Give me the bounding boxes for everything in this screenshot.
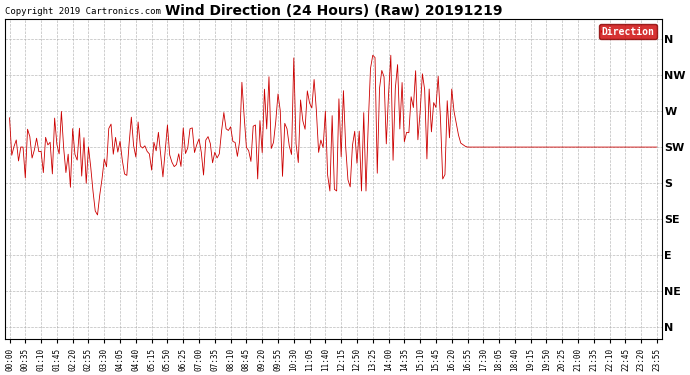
Text: Copyright 2019 Cartronics.com: Copyright 2019 Cartronics.com (5, 7, 161, 16)
Title: Wind Direction (24 Hours) (Raw) 20191219: Wind Direction (24 Hours) (Raw) 20191219 (164, 4, 502, 18)
Legend: Direction: Direction (599, 24, 657, 39)
